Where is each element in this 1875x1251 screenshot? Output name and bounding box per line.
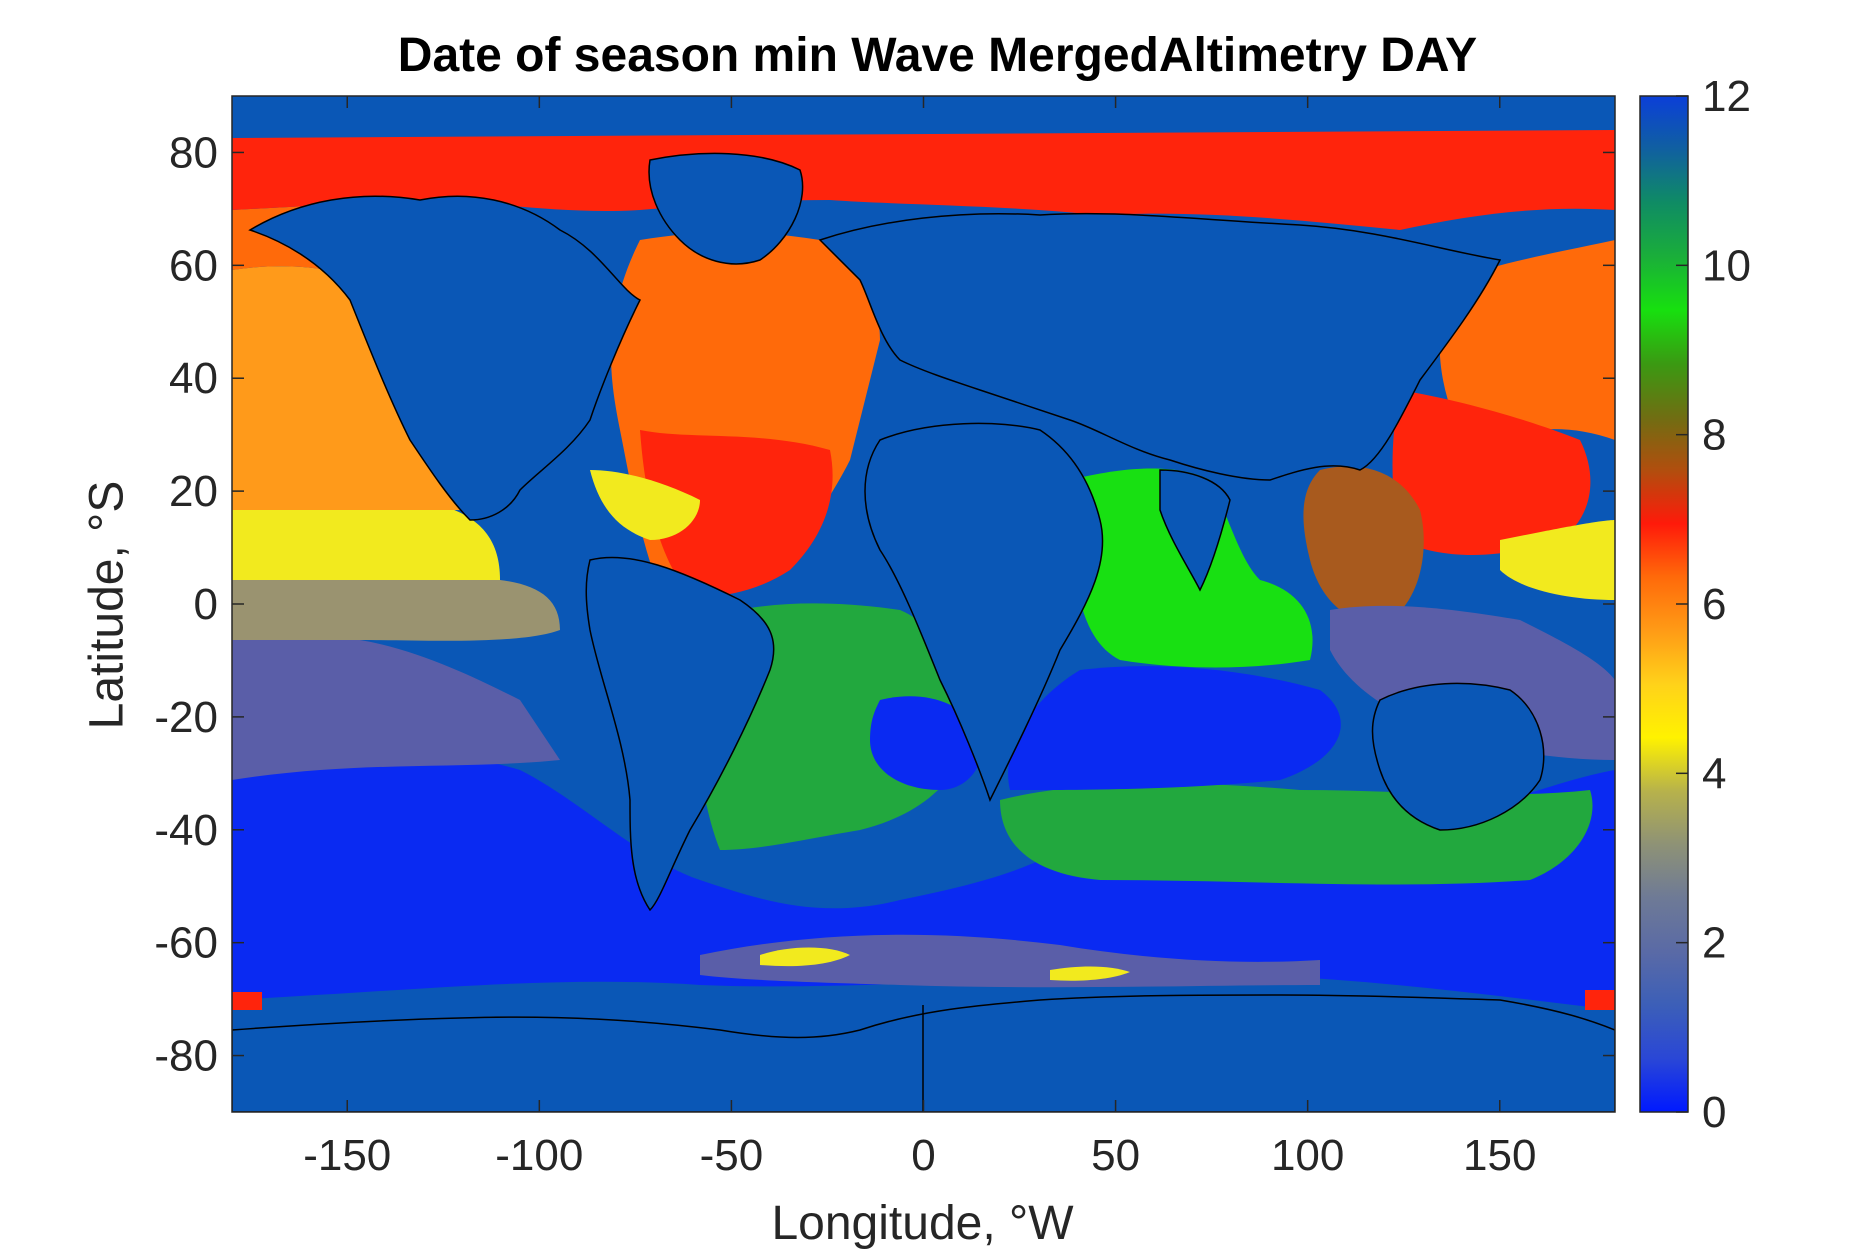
- zone-tropical-north-pacific: [232, 500, 500, 580]
- x-tick-label: 100: [1271, 1131, 1344, 1180]
- y-tick-label: 60: [169, 241, 218, 290]
- zone-ross-sea-east: [1585, 990, 1615, 1010]
- y-tick-label: -40: [154, 806, 218, 855]
- zone-west-pacific-yellow: [1500, 520, 1615, 600]
- landmass-south-america: [585, 556, 775, 912]
- zone-arctic: [232, 130, 1615, 230]
- x-tick-label: -150: [303, 1131, 391, 1180]
- zone-south-atlantic-blue: [870, 696, 983, 790]
- colorbar-tick-label: 12: [1702, 72, 1751, 121]
- colorbar-tick-label: 10: [1702, 241, 1751, 290]
- x-tick-label: -100: [495, 1131, 583, 1180]
- colorbar-tick-label: 2: [1702, 919, 1726, 968]
- y-tick-label: -80: [154, 1032, 218, 1081]
- landmass-india: [1159, 469, 1231, 592]
- y-tick-label: 0: [194, 580, 218, 629]
- zone-ross-sea: [232, 992, 262, 1010]
- y-tick-label: 80: [169, 128, 218, 177]
- zone-south-china-sea: [1303, 466, 1424, 622]
- y-axis-label: Latitude, °S: [80, 480, 134, 730]
- landmass-north-america: [248, 195, 642, 521]
- zone-caribbean: [590, 470, 700, 540]
- x-axis: -150 -100 -50 0 50 100 150: [303, 96, 1536, 1180]
- x-axis-label: Longitude, °W: [771, 1197, 1074, 1250]
- zone-antarctic-margin: [700, 934, 1320, 988]
- colorbar-tick-label: 4: [1702, 749, 1726, 798]
- y-axis: 80 60 40 20 0 -20 -40 -60 -80: [154, 128, 1615, 1081]
- y-tick-label: -60: [154, 919, 218, 968]
- y-tick-label: 20: [169, 467, 218, 516]
- chart-title: Date of season min Wave MergedAltimetry …: [397, 29, 1478, 82]
- x-tick-label: -50: [700, 1131, 764, 1180]
- landmass-eurasia: [818, 212, 1502, 481]
- colorbar-tick-label: 0: [1702, 1088, 1726, 1137]
- zone-antarctic-yellow-2: [1050, 966, 1130, 981]
- landmass-africa: [864, 422, 1104, 802]
- zone-indonesian-seas: [1330, 605, 1615, 760]
- zone-south-pacific-slate: [232, 640, 560, 780]
- zone-antarctic-yellow: [760, 947, 850, 967]
- x-tick-label: 50: [1091, 1131, 1140, 1180]
- zone-nw-pacific: [1439, 240, 1615, 450]
- zone-equatorial-pacific: [232, 580, 560, 641]
- colorbar-tick-label: 6: [1702, 580, 1726, 629]
- zone-south-indian-blue: [1008, 666, 1341, 790]
- x-tick-label: 0: [911, 1131, 935, 1180]
- colorbar-axis: 12 10 8 6 4 2 0: [1676, 72, 1751, 1137]
- x-tick-label: 150: [1463, 1131, 1536, 1180]
- landmass-greenland: [648, 152, 804, 265]
- landmass-australia: [1371, 682, 1545, 831]
- colorbar-tick-label: 8: [1702, 411, 1726, 460]
- map-heatmap: [232, 96, 1615, 1112]
- zone-north-atlantic-red: [640, 430, 833, 597]
- y-tick-label: -20: [154, 693, 218, 742]
- y-tick-label: 40: [169, 354, 218, 403]
- zone-nw-pacific-red: [1392, 390, 1591, 555]
